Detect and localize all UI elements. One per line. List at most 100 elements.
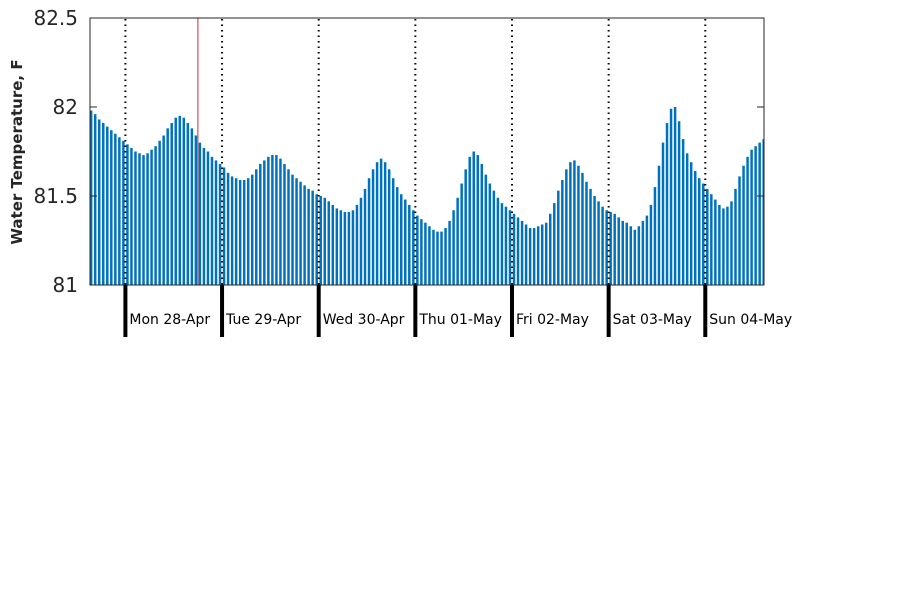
- bar: [677, 121, 681, 286]
- bar: [480, 163, 484, 285]
- bar: [661, 142, 665, 285]
- bar: [327, 201, 331, 285]
- bar: [722, 208, 725, 285]
- bar: [577, 165, 580, 285]
- bar: [238, 179, 242, 285]
- bar: [355, 204, 359, 285]
- day-label: Fri 02-May: [516, 312, 589, 328]
- bar: [754, 146, 757, 285]
- y-axis-label: Water Temperature, F: [8, 59, 26, 244]
- bar: [456, 197, 459, 285]
- bar: [218, 163, 222, 285]
- bar: [400, 194, 403, 285]
- bar: [698, 178, 701, 285]
- bar: [319, 196, 322, 285]
- bar: [93, 114, 97, 286]
- y-tick-label: 82.5: [33, 6, 78, 30]
- bar: [97, 119, 101, 286]
- bar: [287, 169, 290, 285]
- bar: [605, 210, 608, 285]
- bar: [295, 178, 298, 285]
- bar: [452, 210, 455, 285]
- bar: [718, 204, 721, 285]
- bar: [311, 190, 314, 285]
- bar: [726, 206, 729, 285]
- bar: [738, 176, 741, 285]
- bar: [629, 226, 633, 285]
- bar: [581, 172, 584, 285]
- bar: [609, 212, 612, 285]
- bar: [379, 158, 383, 285]
- bar: [186, 123, 190, 286]
- bar: [742, 165, 745, 285]
- bar: [138, 153, 141, 285]
- bar: [569, 162, 572, 285]
- bar: [190, 128, 194, 285]
- bar: [222, 167, 226, 285]
- bar: [226, 172, 230, 285]
- bar: [593, 196, 596, 285]
- bar: [122, 140, 125, 285]
- bar: [448, 220, 451, 285]
- bar: [134, 151, 137, 285]
- bar: [689, 162, 693, 285]
- bar: [428, 226, 431, 285]
- bar: [170, 123, 173, 286]
- bar: [210, 156, 214, 285]
- day-label: Wed 30-Apr: [323, 312, 405, 328]
- bar: [303, 185, 306, 285]
- bar: [653, 187, 657, 285]
- bar: [130, 147, 133, 285]
- bar: [436, 231, 439, 285]
- bar: [174, 117, 177, 286]
- bar: [617, 217, 620, 285]
- bar: [339, 210, 343, 285]
- bar: [528, 228, 532, 285]
- bar: [387, 169, 391, 285]
- bar: [279, 158, 282, 285]
- bar: [625, 222, 629, 285]
- bar: [383, 162, 387, 285]
- day-axis: Mon 28-Apr Tue 29-Apr Wed 30-Apr Thu 01-May…: [123, 285, 792, 337]
- day-label: Mon 28-Apr: [129, 312, 210, 328]
- bar: [214, 160, 218, 285]
- bar: [472, 151, 475, 285]
- bar: [685, 153, 689, 285]
- bar: [512, 213, 516, 285]
- bar: [561, 179, 564, 285]
- bar: [102, 123, 105, 286]
- bar: [492, 190, 496, 285]
- bar: [633, 229, 637, 285]
- bar: [536, 226, 540, 285]
- bar: [424, 222, 427, 285]
- bar: [267, 156, 270, 285]
- bar: [291, 174, 294, 285]
- bar: [641, 220, 645, 285]
- bar: [621, 220, 624, 285]
- bar: [146, 153, 149, 285]
- bar-series: [90, 107, 764, 286]
- bar: [484, 174, 488, 285]
- bar: [315, 194, 318, 285]
- y-tick-label: 81: [53, 273, 78, 297]
- bar: [259, 163, 262, 285]
- bar: [758, 142, 761, 285]
- bar: [601, 206, 604, 285]
- bar: [585, 181, 588, 285]
- bar: [391, 178, 395, 285]
- bar: [359, 197, 363, 285]
- bar: [283, 163, 286, 285]
- bar: [637, 226, 641, 285]
- bar: [335, 208, 339, 285]
- bar: [665, 123, 669, 286]
- bar: [118, 137, 121, 285]
- bar: [206, 151, 210, 285]
- bar: [460, 183, 463, 285]
- bar: [468, 156, 471, 285]
- bar: [371, 169, 375, 285]
- plot-area: [89, 17, 765, 286]
- bar: [106, 126, 109, 285]
- bar: [90, 110, 93, 285]
- bar: [464, 169, 467, 285]
- bar: [432, 229, 435, 285]
